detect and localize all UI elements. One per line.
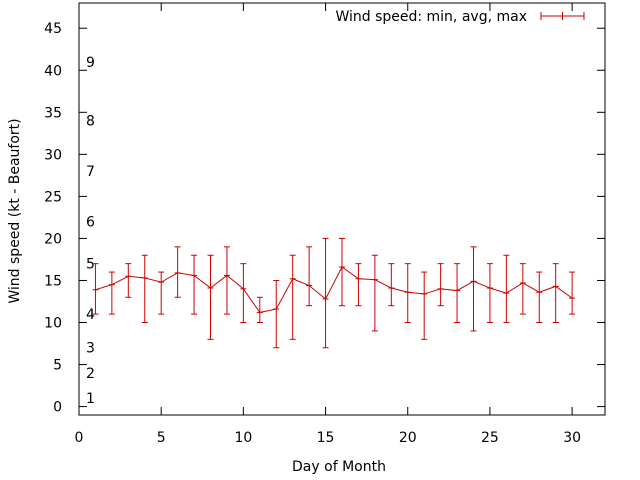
legend-sample <box>540 12 585 20</box>
x-tick-label: 0 <box>75 430 84 446</box>
avg-series-line <box>95 266 573 313</box>
plot-border <box>78 2 606 416</box>
series-group <box>92 237 576 349</box>
y-tick-label: 10 <box>44 316 62 332</box>
x-axis-ticks: 0 5 10 15 20 25 30 <box>75 3 581 446</box>
x-tick-label: 15 <box>317 430 335 446</box>
beaufort-label: 3 <box>86 341 95 357</box>
x-tick-label: 30 <box>563 430 581 446</box>
y-tick-label: 40 <box>44 63 62 79</box>
y-tick-label: 25 <box>44 189 62 205</box>
y-tick-label: 5 <box>53 358 62 374</box>
x-axis-label: Day of Month <box>292 459 386 475</box>
y-tick-label: 35 <box>44 105 62 121</box>
y-tick-label: 20 <box>44 231 62 247</box>
y-axis-label: Wind speed (kt - Beaufort) <box>7 118 23 303</box>
y-tick-label: 45 <box>44 21 62 37</box>
x-tick-label: 25 <box>481 430 499 446</box>
legend-label: Wind speed: min, avg, max <box>335 9 527 25</box>
x-tick-label: 20 <box>399 430 417 446</box>
beaufort-label: 1 <box>86 391 95 407</box>
beaufort-label: 7 <box>86 164 95 180</box>
y-tick-label: 0 <box>53 400 62 416</box>
beaufort-label: 8 <box>86 114 95 130</box>
x-tick-label: 5 <box>157 430 166 446</box>
y-tick-label: 30 <box>44 147 62 163</box>
beaufort-label: 4 <box>86 307 95 323</box>
plot-frame <box>78 2 606 416</box>
beaufort-label: 9 <box>86 55 95 71</box>
legend: Wind speed: min, avg, max <box>335 9 585 25</box>
x-tick-label: 10 <box>234 430 252 446</box>
beaufort-scale-labels: 1 2 3 4 5 6 7 8 9 <box>86 55 95 407</box>
beaufort-label: 2 <box>86 366 95 382</box>
y-tick-label: 15 <box>44 273 62 289</box>
beaufort-label: 6 <box>86 215 95 231</box>
beaufort-label: 5 <box>86 257 95 273</box>
